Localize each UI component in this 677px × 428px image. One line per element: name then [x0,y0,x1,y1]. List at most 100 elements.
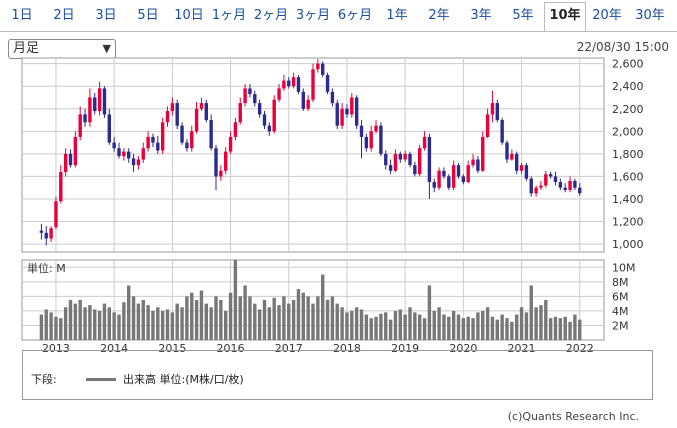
candle-body [131,158,136,166]
candle-body [408,153,412,166]
volume-bar [194,300,199,340]
candle-body [369,131,373,149]
volume-bar [510,321,514,340]
volume-bar [529,285,533,340]
candle-body [335,103,339,126]
volume-bar [451,310,456,340]
tab-14[interactable]: 20年 [592,8,622,23]
tab-12[interactable]: 5年 [512,8,534,23]
candle-body [301,91,305,109]
tab-7[interactable]: 3ヶ月 [295,8,331,23]
volume-bar [437,307,441,340]
volume-bar [548,318,553,340]
candle-body [151,136,155,143]
volume-tick-label: 2M [612,319,629,332]
volume-bar [345,312,349,340]
price-tick-label: 1,000 [612,238,644,251]
tab-1[interactable]: 2日 [53,8,75,23]
volume-bar [505,318,509,340]
candle-body [359,125,364,137]
volume-bar [224,310,228,340]
candle-body [471,159,475,166]
price-tick-label: 1,400 [612,193,644,206]
price-tick-label: 2,200 [612,103,644,116]
candle-body [49,228,53,239]
candle-body [481,136,485,171]
candle-body [141,148,145,160]
tab-3[interactable]: 5日 [137,8,159,23]
candle-body [83,114,87,123]
candle-body [374,125,378,132]
volume-unit-label: 単位: M [27,261,66,275]
tab-11[interactable]: 3年 [470,8,492,23]
tab-9[interactable]: 1年 [386,8,408,23]
volume-bar [199,290,204,340]
tab-2[interactable]: 3日 [95,8,117,23]
candle-body [539,185,543,188]
candle-body [364,136,369,149]
candle-body [165,111,170,123]
tab-8[interactable]: 6ヶ月 [337,8,373,23]
x-tick-label: 2016 [217,342,245,355]
tab-6[interactable]: 2ヶ月 [253,8,289,23]
candle-body [563,187,567,190]
volume-bar [131,296,136,340]
volume-bar [515,314,519,340]
volume-tick-label: 8M [612,276,629,289]
volume-bar [311,303,315,340]
volume-bar [306,296,310,340]
candle-body [214,148,218,177]
volume-bar [384,312,388,340]
x-tick-label: 2013 [42,342,70,355]
volume-bar [185,296,189,340]
volume-bar [364,314,369,340]
tab-divider [0,31,677,32]
volume-bar [374,316,378,340]
volume-legend-swatch [86,378,116,381]
price-panel: 2,600 2,400 2,200 2,000 1,800 1,600 1,400 1,200… [21,57,644,253]
tab-15[interactable]: 30年 [635,8,665,23]
volume-bar [59,318,63,340]
volume-bar [277,305,281,340]
x-tick-label: 2014 [100,342,128,355]
volume-bar [238,296,242,340]
candle-body [156,142,160,151]
candle-body [422,136,427,149]
candle-body [350,97,354,115]
candle-body [568,180,572,190]
volume-bar [427,285,432,340]
tab-5[interactable]: 1ヶ月 [211,8,247,23]
volume-bar [461,318,466,340]
candle-body [267,125,272,132]
volume-bar [262,300,267,340]
volume-bar [350,310,354,340]
volume-bar [233,260,238,340]
tab-13[interactable]: 10年 [544,2,586,32]
tab-4[interactable]: 10日 [174,8,204,23]
candle-body [59,171,63,202]
tab-0[interactable]: 1日 [11,8,33,23]
volume-bar [83,307,87,340]
tab-10[interactable]: 2年 [428,8,450,23]
candle-body [190,131,194,149]
volume-bar [39,314,44,340]
volume-bar [49,312,53,340]
candle-body [388,165,393,171]
volume-bar [243,285,247,340]
volume-bar [296,289,301,340]
candle-body [311,69,315,100]
volume-bar [422,318,427,340]
candle-body [456,165,461,177]
volume-bar [471,318,475,340]
candle-body [321,63,325,75]
candle-body [248,88,252,95]
candle-body [68,153,73,166]
volume-bar [78,300,82,340]
period-select-value: 月足 [13,41,40,56]
candle-body [262,114,267,126]
volume-bar [136,303,141,340]
candle-body [325,74,330,92]
candle-body [224,151,228,171]
candle-body [306,99,310,109]
